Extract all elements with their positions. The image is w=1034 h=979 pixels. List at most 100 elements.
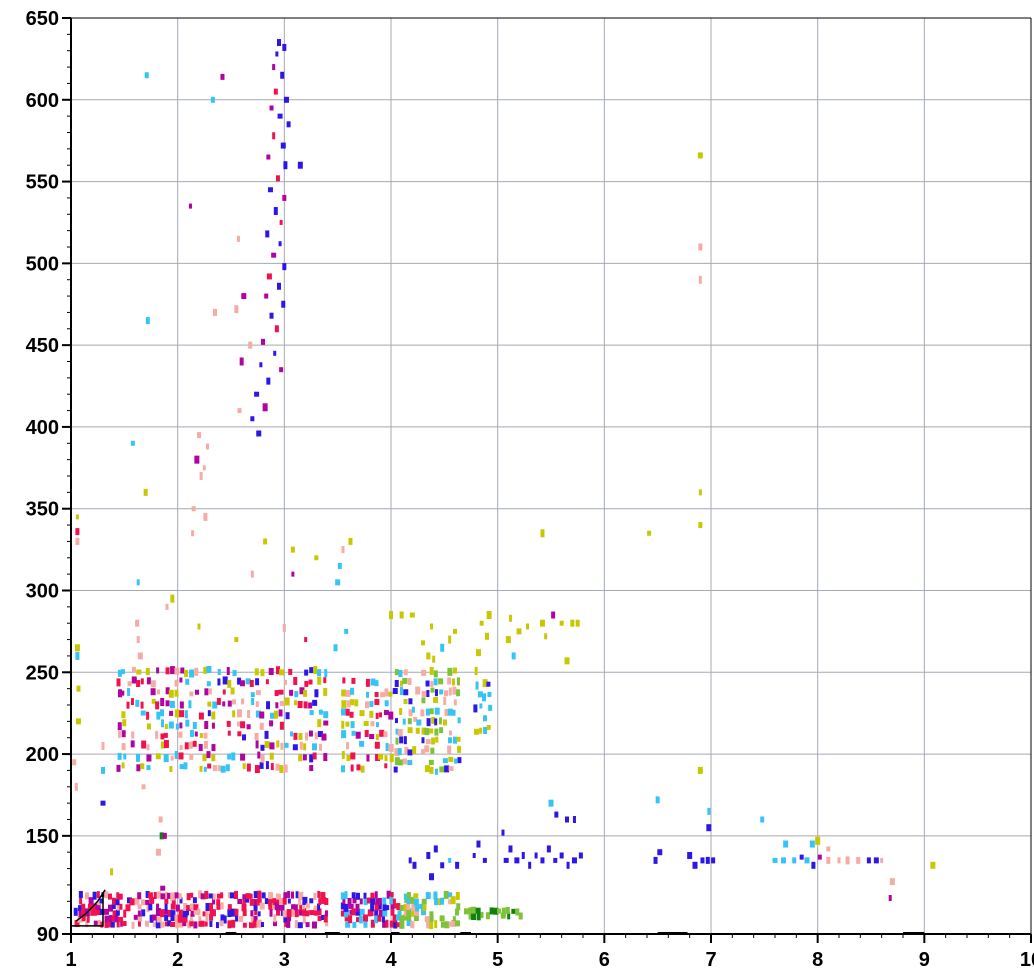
data-point-cluster-5-52 <box>118 893 123 900</box>
data-point-cluster-7-51 <box>455 891 460 900</box>
data-point-cluster-1-133 <box>323 753 328 762</box>
data-point-29 <box>274 325 279 333</box>
data-point-cluster-5-163 <box>229 892 235 899</box>
data-point-cluster-5-18 <box>93 908 98 916</box>
data-point-cluster-5-176 <box>248 922 254 929</box>
data-point-58 <box>145 317 150 325</box>
data-point-cluster-5-8 <box>81 909 86 918</box>
data-point-cluster-5-87 <box>164 921 169 927</box>
data-point-cluster-0-98 <box>194 689 199 695</box>
data-point-164 <box>514 857 520 864</box>
data-point-174 <box>578 852 583 859</box>
data-point-cluster-1-26 <box>227 679 232 688</box>
data-point-112 <box>485 632 489 640</box>
data-point-cluster-5-185 <box>254 899 259 906</box>
data-point-cluster-0-17 <box>127 681 132 687</box>
data-point-cluster-6-38 <box>375 898 380 905</box>
data-point-cluster-6-21 <box>358 915 363 924</box>
data-point-88 <box>290 546 295 553</box>
data-point-cluster-1-0 <box>207 763 212 769</box>
data-point-65 <box>74 644 80 652</box>
data-point-cluster-1-10 <box>211 722 215 729</box>
data-point-147 <box>826 846 831 852</box>
data-point-cluster-3-96 <box>452 686 457 695</box>
data-point-9 <box>286 121 291 128</box>
data-point-cluster-3-80 <box>444 708 449 716</box>
data-point-cluster-1-130 <box>318 709 323 715</box>
data-point-cluster-5-45 <box>115 909 120 916</box>
data-point-99 <box>333 644 338 652</box>
data-point-cluster-5-136 <box>205 914 209 922</box>
data-point-cluster-0-70 <box>174 709 180 718</box>
data-point-cluster-5-115 <box>187 922 192 929</box>
data-point-158 <box>455 861 460 869</box>
data-point-cluster-5-105 <box>174 892 179 899</box>
data-point-cluster-0-68 <box>174 750 178 759</box>
data-point-28 <box>269 312 274 319</box>
data-point-cluster-3-79 <box>442 719 447 726</box>
data-point-cluster-7-23 <box>419 903 424 909</box>
data-point-cluster-3-3 <box>395 737 399 745</box>
data-point-cluster-5-88 <box>164 914 169 921</box>
data-point-cluster-5-107 <box>177 914 183 923</box>
data-point-157 <box>448 857 452 863</box>
data-point-cluster-2-29 <box>364 730 369 738</box>
data-point-cluster-2-8 <box>346 754 351 761</box>
data-point-cluster-5-204 <box>274 902 280 911</box>
data-point-cluster-1-36 <box>237 677 242 685</box>
data-point-cluster-0-93 <box>189 691 194 697</box>
data-point-cluster-1-61 <box>260 744 265 751</box>
data-point-cluster-3-44 <box>421 669 427 676</box>
data-point-cluster-7-19 <box>414 909 420 916</box>
data-point-105 <box>421 640 425 646</box>
data-point-cluster-0-76 <box>179 744 183 750</box>
data-point-cluster-6-18 <box>355 908 361 916</box>
data-point-68 <box>75 718 81 725</box>
data-point-cluster-5-168 <box>237 899 243 905</box>
data-point-cluster-0-82 <box>180 667 185 674</box>
data-point-cluster-1-83 <box>280 742 284 750</box>
data-point-cluster-5-240 <box>309 898 314 904</box>
data-point-cluster-3-21 <box>403 698 408 704</box>
data-point-cluster-1-58 <box>254 668 259 676</box>
data-point-cluster-3-76 <box>438 678 444 685</box>
data-point-49 <box>194 455 200 464</box>
data-point-cluster-1-86 <box>279 700 285 706</box>
data-point-cluster-5-246 <box>317 908 322 916</box>
data-point-cluster-7-12 <box>406 898 411 905</box>
data-point-cluster-3-54 <box>428 759 434 765</box>
data-point-cluster-5-128 <box>198 920 203 927</box>
data-point-cluster-0-101 <box>198 743 203 751</box>
data-point-cluster-5-66 <box>141 909 146 917</box>
data-point-cluster-5-36 <box>108 904 114 912</box>
data-point-cluster-6-25 <box>363 914 369 922</box>
data-point-cluster-7-46 <box>452 916 456 922</box>
data-point-182 <box>772 857 778 863</box>
data-point-cluster-5-112 <box>182 914 188 923</box>
data-point-cluster-1-20 <box>222 676 228 685</box>
data-point-cluster-7-2 <box>399 904 404 911</box>
data-point-cluster-2-42 <box>375 722 379 728</box>
data-point-cluster-5-5 <box>79 897 83 905</box>
data-point-cluster-6-45 <box>381 915 385 923</box>
data-point-0 <box>277 39 281 47</box>
data-point-56 <box>144 72 149 79</box>
data-point-cluster-1-128 <box>317 731 323 738</box>
data-point-cluster-3-1 <box>394 757 400 766</box>
data-point-cluster-3-98 <box>452 667 457 674</box>
data-point-cluster-5-146 <box>212 898 216 905</box>
data-point-cluster-0-22 <box>131 666 136 673</box>
data-point-cluster-5-71 <box>145 891 150 899</box>
data-point-cluster-6-29 <box>367 897 372 904</box>
data-point-cluster-1-67 <box>264 730 269 739</box>
data-point-cluster-7-47 <box>450 896 456 905</box>
data-point-cluster-8-4 <box>470 906 476 914</box>
data-point-cluster-7-22 <box>413 893 419 899</box>
data-point-cluster-7-50 <box>456 903 461 911</box>
data-point-cluster-0-62 <box>170 755 174 761</box>
data-point-cluster-3-28 <box>407 718 412 725</box>
data-point-cluster-5-188 <box>257 911 261 917</box>
data-point-cluster-1-28 <box>231 752 236 761</box>
data-point-8 <box>277 113 283 119</box>
